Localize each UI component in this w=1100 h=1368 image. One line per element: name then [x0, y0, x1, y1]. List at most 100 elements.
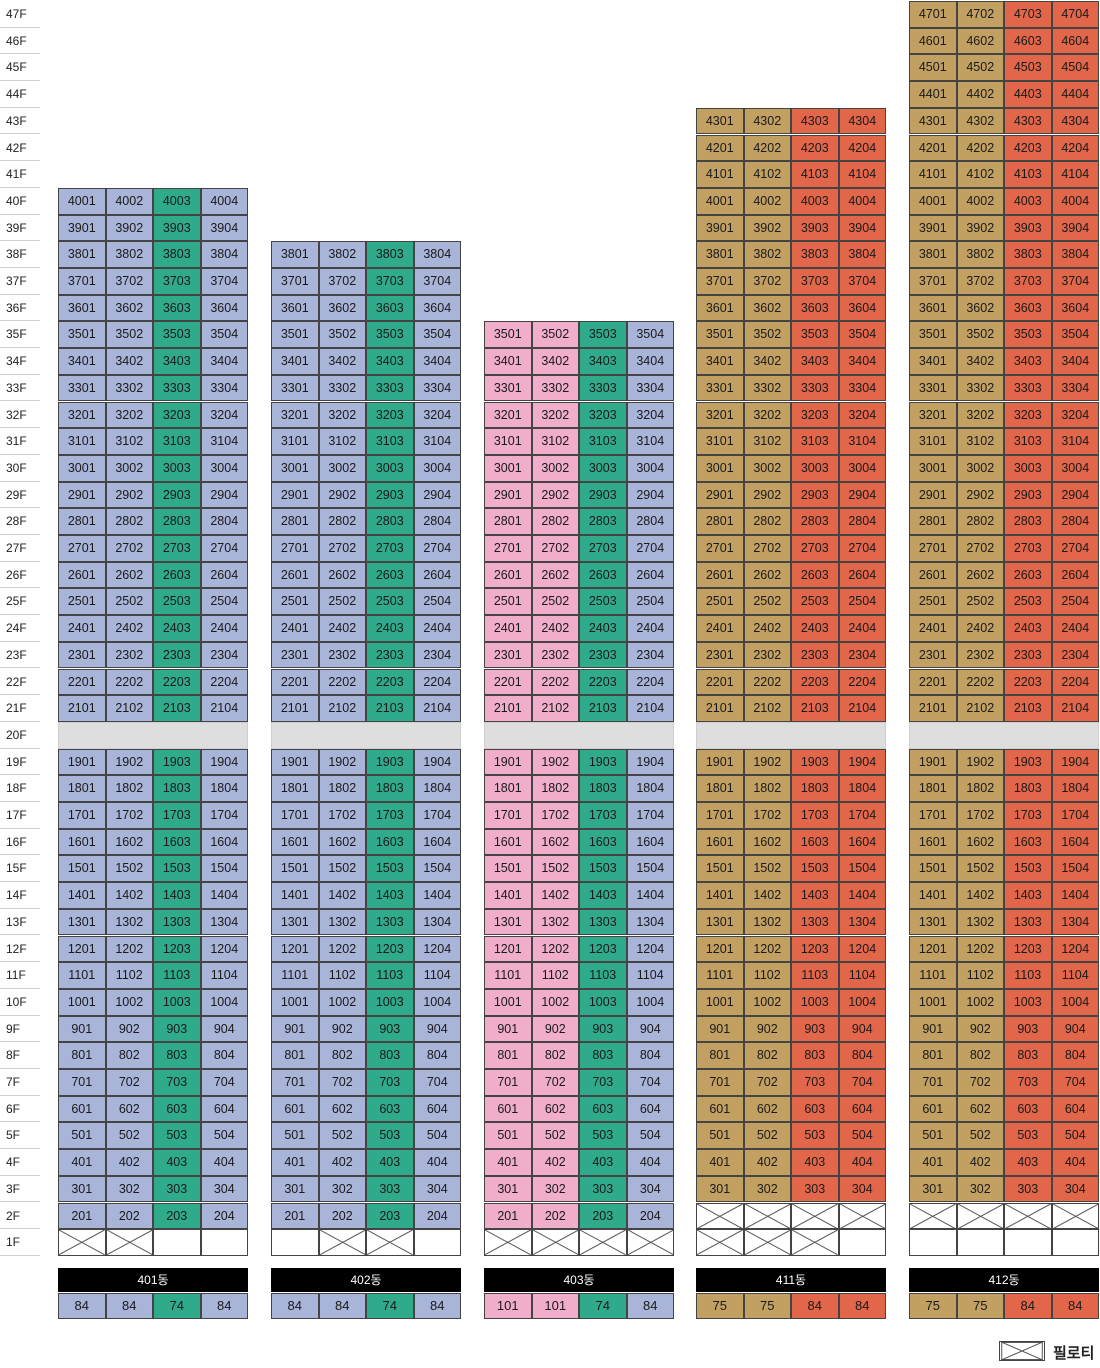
- unit-cell: 2701: [696, 535, 744, 562]
- unit-cell: 1402: [956, 882, 1004, 909]
- unit-cell: 403: [579, 1149, 627, 1176]
- unit-cell: 2904: [1051, 481, 1099, 509]
- unit-cell: 3101: [909, 428, 957, 455]
- unit-cell: 3803: [1004, 241, 1052, 268]
- building-name: 411동: [696, 1268, 886, 1292]
- unit-cell: 2704: [1051, 535, 1099, 562]
- unit-cell: 401: [696, 1149, 744, 1176]
- unit-cell: 4201: [909, 134, 957, 162]
- pilotis-cross-icon: [957, 1203, 1003, 1229]
- unit-type-cell: 74: [366, 1293, 414, 1319]
- unit-cell: 604: [413, 1095, 461, 1123]
- unit-cell: 3502: [743, 321, 791, 349]
- unit-cell: 502: [956, 1122, 1004, 1150]
- unit-cell: 3302: [318, 374, 366, 402]
- legend-label: 필로티: [1053, 1345, 1095, 1362]
- unit-cell: 1002: [105, 988, 153, 1016]
- unit-cell: 1702: [743, 802, 791, 829]
- unit-cell: 3404: [1051, 348, 1099, 375]
- unit-cell: 2501: [271, 588, 319, 616]
- unit-cell: 2502: [531, 588, 579, 616]
- unit-cell: 4704: [1051, 1, 1099, 28]
- unit-cell: 2904: [838, 481, 886, 509]
- unit-cell: 3704: [413, 268, 461, 295]
- unit-cell: 704: [413, 1069, 461, 1096]
- unit-cell: 2802: [318, 508, 366, 535]
- unit-type-cell: 74: [579, 1293, 627, 1319]
- unit-cell: 2103: [1004, 695, 1052, 722]
- unit-cell: 903: [579, 1015, 627, 1043]
- unit-cell: 1104: [838, 962, 886, 989]
- unit-cell: 2301: [271, 641, 319, 669]
- unit-cell: 3103: [153, 428, 201, 455]
- unit-cell: 1502: [318, 855, 366, 883]
- unit-cell: 4201: [696, 134, 744, 162]
- unit-cell: 3403: [1004, 348, 1052, 375]
- unit-cell: 3404: [626, 348, 674, 375]
- empty-cell: [1051, 1229, 1099, 1256]
- unit-cell: 3701: [696, 268, 744, 295]
- unit-cell: 2901: [696, 481, 744, 509]
- unit-cell: 602: [956, 1095, 1004, 1123]
- unit-cell: 4602: [956, 27, 1004, 55]
- unit-cell: 4403: [1004, 81, 1052, 108]
- unit-cell: 2704: [200, 535, 248, 562]
- unit-cell: 4202: [956, 134, 1004, 162]
- unit-cell: 1302: [531, 908, 579, 936]
- unit-cell: 1804: [1051, 775, 1099, 802]
- floor-label: 22F: [0, 669, 40, 696]
- unit-cell: 904: [200, 1015, 248, 1043]
- unit-cell: 3904: [838, 214, 886, 242]
- unit-cell: 3903: [791, 214, 839, 242]
- unit-cell: 2802: [531, 508, 579, 535]
- unit-cell: 2101: [58, 695, 106, 722]
- pilotis-cell: [838, 1202, 886, 1230]
- floor-label: 3F: [0, 1176, 40, 1203]
- unit-cell: 3502: [956, 321, 1004, 349]
- unit-cell: 1504: [626, 855, 674, 883]
- unit-cell: 304: [200, 1175, 248, 1203]
- floor-label: 29F: [0, 482, 40, 509]
- unit-cell: 3304: [838, 374, 886, 402]
- unit-cell: 1902: [531, 748, 579, 776]
- unit-cell: 2102: [318, 695, 366, 722]
- unit-cell: 1203: [1004, 935, 1052, 963]
- unit-cell: 1903: [579, 748, 627, 776]
- unit-cell: 2804: [1051, 508, 1099, 535]
- unit-cell: 2302: [105, 641, 153, 669]
- unit-cell: 501: [58, 1122, 106, 1150]
- unit-cell: 1304: [200, 908, 248, 936]
- unit-cell: 1403: [366, 882, 414, 909]
- unit-cell: 1004: [200, 988, 248, 1016]
- unit-cell: 2601: [696, 561, 744, 589]
- unit-cell: 1002: [956, 988, 1004, 1016]
- unit-cell: 3402: [105, 348, 153, 375]
- unit-cell: 704: [1051, 1069, 1099, 1096]
- unit-cell: 1204: [838, 935, 886, 963]
- unit-cell: 503: [153, 1122, 201, 1150]
- unit-cell: 4302: [956, 107, 1004, 135]
- unit-cell: 402: [743, 1149, 791, 1176]
- unit-cell: 3702: [318, 268, 366, 295]
- unit-cell: 1504: [413, 855, 461, 883]
- unit-cell: 1901: [271, 748, 319, 776]
- unit-cell: 2802: [105, 508, 153, 535]
- unit-cell: 1502: [531, 855, 579, 883]
- unit-cell: 3503: [579, 321, 627, 349]
- unit-cell: 2202: [318, 668, 366, 696]
- unit-cell: 3801: [58, 241, 106, 268]
- floor-label: 35F: [0, 321, 40, 349]
- unit-cell: 1701: [484, 802, 532, 829]
- pilotis-cross-icon: [532, 1230, 578, 1255]
- unit-cell: 2904: [413, 481, 461, 509]
- unit-cell: 201: [271, 1202, 319, 1230]
- unit-cell: 1404: [1051, 882, 1099, 909]
- unit-cell: 904: [626, 1015, 674, 1043]
- unit-cell: 2501: [58, 588, 106, 616]
- unit-cell: 2103: [366, 695, 414, 722]
- pilotis-cross-icon: [697, 1203, 743, 1229]
- unit-cell: 1603: [366, 828, 414, 856]
- unit-cell: 1601: [271, 828, 319, 856]
- unit-cell: 802: [105, 1042, 153, 1069]
- unit-cell: 604: [200, 1095, 248, 1123]
